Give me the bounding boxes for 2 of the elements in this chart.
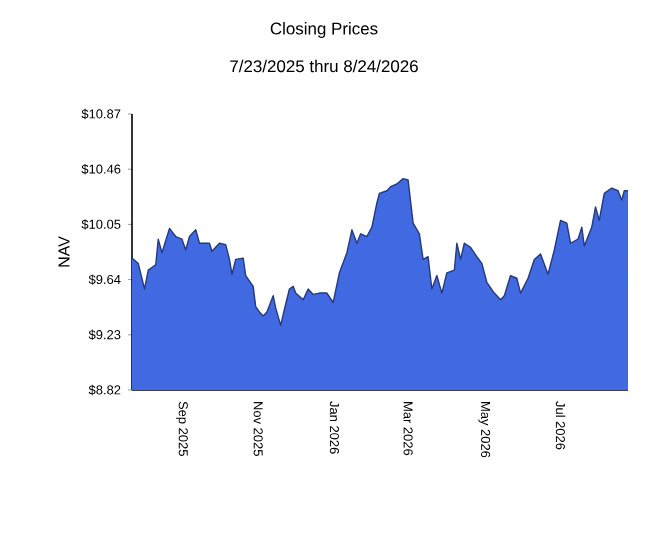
- chart-subtitle: 7/23/2025 thru 8/24/2026: [230, 59, 418, 73]
- chart-title: Closing Prices: [270, 22, 378, 38]
